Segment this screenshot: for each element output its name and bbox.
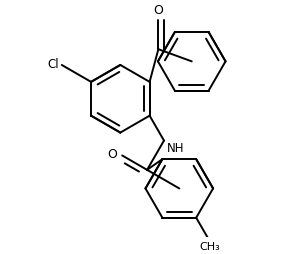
Text: CH₃: CH₃ [199,242,220,252]
Text: O: O [153,4,163,17]
Text: Cl: Cl [48,58,59,71]
Text: O: O [107,148,117,161]
Text: NH: NH [167,142,185,155]
